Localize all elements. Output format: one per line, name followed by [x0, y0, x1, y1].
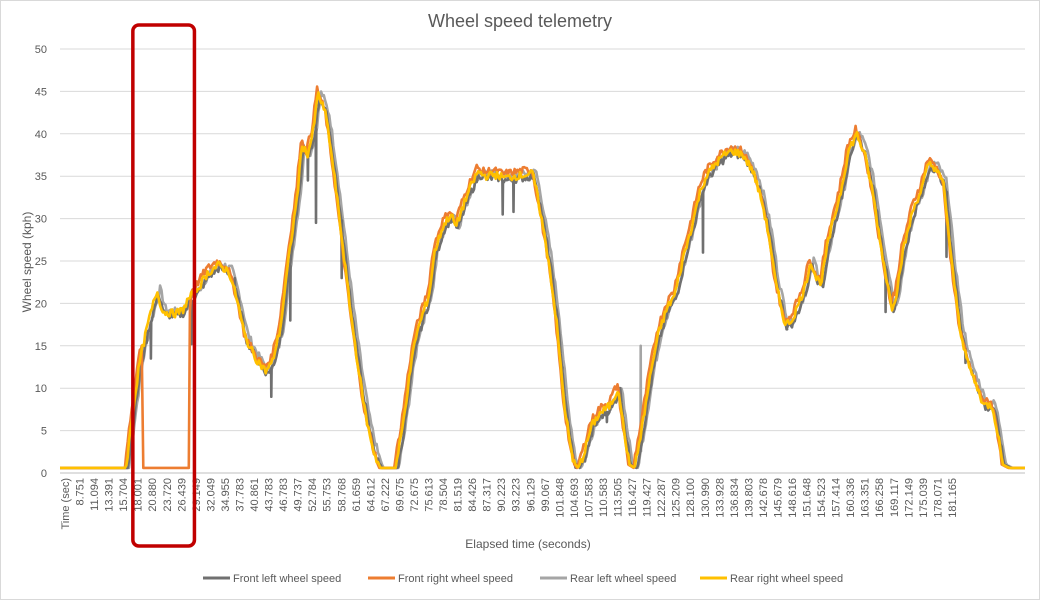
x-tick-label: 13.391 [104, 478, 116, 512]
legend-label: Rear right wheel speed [730, 573, 843, 585]
x-tick-label: 148.616 [787, 478, 799, 518]
x-tick-label: 20.880 [147, 478, 159, 512]
y-tick-label: 35 [35, 171, 47, 183]
x-tick-label: 125.209 [671, 478, 683, 518]
x-tick-label: 49.737 [293, 478, 305, 512]
x-tick-label: 93.223 [511, 478, 523, 512]
x-tick-label: 64.612 [365, 478, 377, 512]
x-tick-label: 104.693 [569, 478, 581, 518]
y-tick-label: 5 [41, 426, 47, 438]
y-axis-ticks: 0 5 10 15 20 25 30 35 40 45 50 [35, 44, 47, 480]
y-tick-label: 0 [41, 468, 47, 480]
y-tick-label: 50 [35, 44, 47, 56]
y-tick-label: 15 [35, 341, 47, 353]
x-tick-label: 172.149 [903, 478, 915, 518]
x-tick-label: 163.351 [860, 478, 872, 518]
x-tick-label: 75.613 [424, 478, 436, 512]
x-tick-label: 69.675 [394, 478, 406, 512]
x-tick-label: 8.751 [75, 478, 87, 506]
legend: Front left wheel speed Front right wheel … [203, 573, 843, 585]
x-tick-label: 181.165 [947, 478, 959, 518]
x-tick-label: 113.505 [613, 478, 625, 517]
series-line-rear-right [60, 91, 1025, 470]
x-tick-label: 107.583 [583, 478, 595, 518]
x-tick-label: 166.258 [874, 478, 886, 518]
x-tick-label: 175.039 [918, 478, 930, 518]
x-tick-label: 142.678 [758, 478, 770, 518]
y-tick-label: 30 [35, 214, 47, 226]
x-tick-label: Time (sec) [60, 478, 72, 530]
y-tick-label: 40 [35, 129, 47, 141]
x-tick-label: 128.100 [685, 478, 697, 518]
x-tick-label: 96.129 [525, 478, 537, 512]
x-tick-label: 55.753 [322, 478, 334, 512]
x-tick-label: 154.523 [816, 478, 828, 518]
legend-label: Front right wheel speed [398, 573, 513, 585]
x-tick-label: 26.439 [176, 478, 188, 512]
x-tick-label: 46.783 [278, 478, 290, 512]
x-tick-label: 130.990 [700, 478, 712, 518]
y-axis-title: Wheel speed (kph) [20, 212, 34, 313]
x-tick-label: 40.861 [249, 478, 261, 512]
x-tick-label: 37.783 [234, 478, 246, 512]
x-tick-label: 29.149 [191, 478, 203, 512]
x-tick-label: 32.049 [205, 478, 217, 512]
x-tick-label: 101.848 [554, 478, 566, 518]
x-tick-label: 84.426 [467, 478, 479, 512]
x-tick-label: 145.679 [772, 478, 784, 518]
x-tick-label: 34.955 [220, 478, 232, 512]
x-tick-label: 81.519 [453, 478, 465, 512]
highlight-box [131, 23, 197, 548]
x-tick-label: 157.414 [831, 478, 843, 518]
y-tick-label: 45 [35, 86, 47, 98]
x-tick-label: 15.704 [118, 478, 130, 512]
x-tick-label: 133.928 [714, 478, 726, 518]
x-tick-label: 61.659 [351, 478, 363, 512]
chart-title: Wheel speed telemetry [427, 11, 613, 31]
legend-label: Rear left wheel speed [570, 573, 676, 585]
x-tick-label: 122.287 [656, 478, 668, 518]
series-line-front-left [60, 95, 1025, 470]
x-tick-label: 139.803 [743, 478, 755, 518]
x-tick-label: 178.071 [932, 478, 944, 518]
x-tick-label: 67.222 [380, 478, 392, 512]
y-tick-label: 10 [35, 383, 47, 395]
x-tick-label: 119.427 [642, 478, 654, 517]
x-tick-label: 90.223 [496, 478, 508, 512]
x-axis-title: Elapsed time (seconds) [465, 537, 590, 551]
y-tick-label: 25 [35, 256, 47, 268]
x-tick-label: 23.720 [162, 478, 174, 512]
x-tick-label: 58.768 [336, 478, 348, 512]
y-tick-label: 20 [35, 298, 47, 310]
x-tick-label: 78.504 [438, 478, 450, 512]
x-tick-label: 151.648 [802, 478, 814, 518]
x-tick-label: 87.317 [482, 478, 494, 512]
x-tick-label: 52.784 [307, 478, 319, 512]
x-tick-label: 110.583 [598, 478, 610, 517]
legend-label: Front left wheel speed [233, 573, 341, 585]
x-tick-label: 99.067 [540, 478, 552, 512]
x-tick-label: 116.427 [627, 478, 639, 517]
x-axis-ticks: Time (sec) 8.751 11.094 13.391 15.704 18.001 2… [60, 478, 959, 530]
x-tick-label: 43.783 [264, 478, 276, 512]
x-tick-label: 160.336 [845, 478, 857, 518]
x-tick-label: 11.094 [89, 478, 101, 511]
x-tick-label: 169.117 [889, 478, 901, 517]
series-lines [60, 85, 1025, 470]
x-tick-label: 136.834 [729, 478, 741, 518]
x-tick-label: 72.675 [409, 478, 421, 512]
x-tick-label: 18.001 [133, 478, 145, 512]
